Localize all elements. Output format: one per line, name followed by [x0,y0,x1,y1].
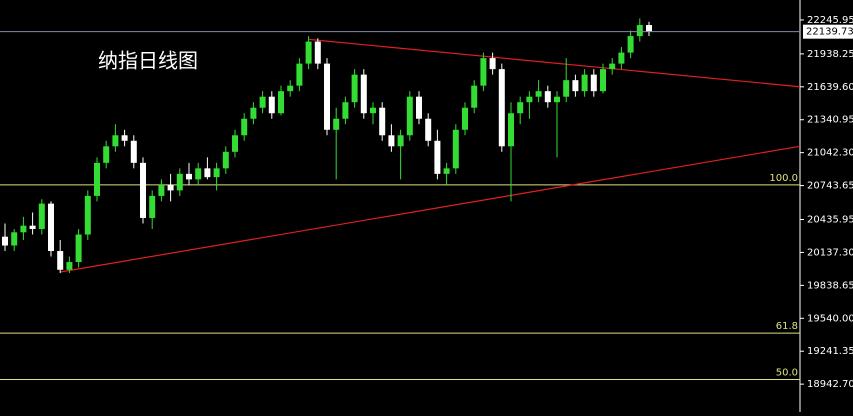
candle-body [462,107,468,130]
candle-body [618,52,625,64]
candle-body [397,135,404,147]
y-tick-label: 19838.65 [807,280,853,291]
candle-body [370,107,376,114]
y-tick-label: 21340.95 [807,115,853,126]
candle-body [498,69,505,147]
y-tick-label: 22245.95 [807,15,853,26]
candle-body [241,118,248,136]
candle-body [480,58,487,86]
candle-body [20,225,27,233]
candle-body [130,140,137,163]
candle-body [66,262,73,270]
fib-label: 50.0 [776,367,798,378]
candle-body [268,96,275,114]
candle-body [250,107,257,119]
candle-body [213,168,220,178]
candle-body [84,195,91,235]
candle-body [416,96,422,119]
y-tick-label: 19540.00 [807,313,853,324]
candle-body [278,91,284,114]
candle-body [38,203,45,229]
candle-body [544,91,551,103]
y-tick-label: 18942.70 [807,379,853,390]
candle-body [324,63,330,130]
fib-label: 100.0 [769,173,798,184]
candle-body [535,91,542,97]
candle-body [296,63,303,86]
candle-body [508,113,514,147]
candle-body [646,25,652,32]
candle-body [581,74,588,92]
candle-body [57,251,64,270]
candle-body [259,96,266,108]
candle-body [636,25,643,37]
candle-body [204,168,211,178]
candle-body [452,129,459,169]
candle-body [103,146,110,163]
candle-body [526,96,533,103]
y-tick-label: 19241.35 [807,346,853,357]
candle-body [609,63,616,70]
candle-body [388,135,395,147]
candle-body [232,135,238,152]
candle-body [75,234,82,263]
candle-body [186,173,192,180]
fib-label: 61.8 [776,321,798,332]
y-tick-label: 20743.65 [807,181,853,192]
candle-body [471,85,478,108]
candle-body [425,118,432,141]
candle-body [627,36,634,53]
trendline [308,38,800,88]
candle-body [121,135,128,141]
candle-body [406,96,413,136]
candle-body [140,162,146,218]
candle-body [287,85,294,92]
candle-body [443,168,450,174]
candle-body [554,96,560,103]
candle-body [195,168,202,180]
y-tick-label: 21042.30 [807,148,853,159]
candle-body [590,74,597,92]
candle-body [333,118,340,130]
candle-body [149,195,156,218]
candle-body [379,107,386,136]
candle-body [305,41,312,64]
candle-body [158,184,165,196]
candle-body [94,162,100,196]
last-price-label: 22139.73 [806,27,853,38]
candle-body [342,102,349,119]
candle-body [222,151,229,169]
candle-body [167,184,174,191]
candle-body [572,80,579,92]
candle-body [48,203,54,252]
candle-body [314,41,321,64]
candle-body [2,236,8,246]
candle-body [29,225,36,229]
y-tick-label: 20435.95 [807,215,853,226]
candle-body [11,232,18,246]
candle-body [517,102,524,114]
candle-body [176,173,183,191]
chart-title: 纳指日线图 [98,49,198,73]
candle-body [563,80,570,97]
last-price-box [803,24,853,39]
candle-body [112,135,119,147]
candle-body [434,140,441,174]
trendline [60,145,800,273]
candle-body [600,69,606,92]
y-tick-label: 20137.30 [807,247,853,258]
y-tick-label: 21639.60 [807,82,853,93]
y-tick-label: 21938.25 [807,49,853,60]
candle-body [489,58,496,70]
candle-body [351,74,358,103]
candle-body [360,74,367,114]
